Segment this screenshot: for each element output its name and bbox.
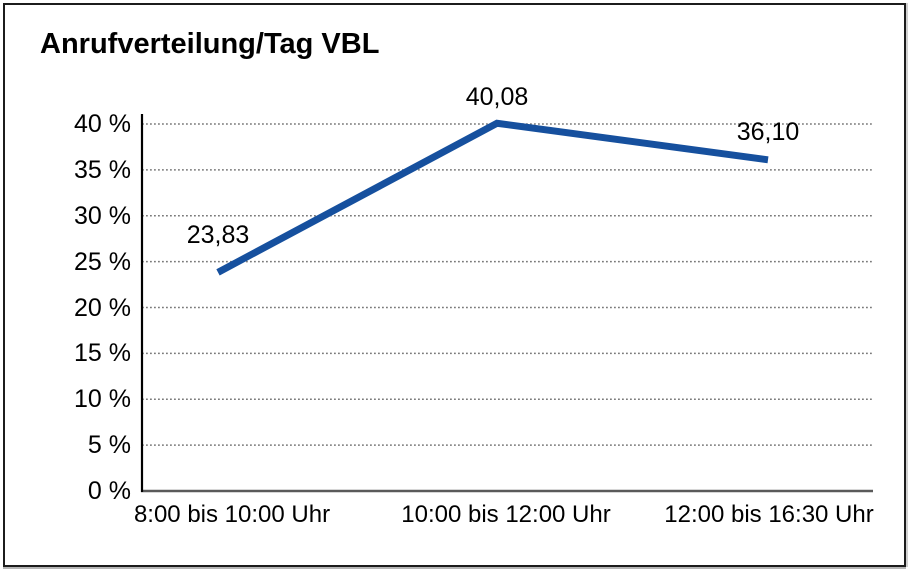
chart-title: Anrufverteilung/Tag VBL <box>40 28 380 60</box>
data-series-line <box>216 119 769 276</box>
y-tick-label: 40 % <box>74 110 131 138</box>
y-tick-label: 25 % <box>74 247 131 276</box>
y-tick-label: 30 % <box>74 201 131 230</box>
x-category-label: 8:00 bis 10:00 Uhr <box>133 501 331 528</box>
data-point-label: 40,08 <box>465 83 529 112</box>
x-category-label: 10:00 bis 12:00 Uhr <box>401 501 611 528</box>
y-tick-label: 5 % <box>87 431 131 460</box>
chart-frame <box>3 3 906 567</box>
x-category-label: 12:00 bis 16:30 Uhr <box>664 501 874 528</box>
y-tick-label: 35 % <box>74 155 131 184</box>
y-tick-label: 20 % <box>74 293 131 322</box>
y-tick-label: 10 % <box>74 385 131 414</box>
data-point-label: 23,83 <box>186 221 250 250</box>
y-tick-label: 0 % <box>87 477 131 505</box>
data-point-label: 36,10 <box>736 117 800 146</box>
y-tick-label: 15 % <box>74 339 131 368</box>
